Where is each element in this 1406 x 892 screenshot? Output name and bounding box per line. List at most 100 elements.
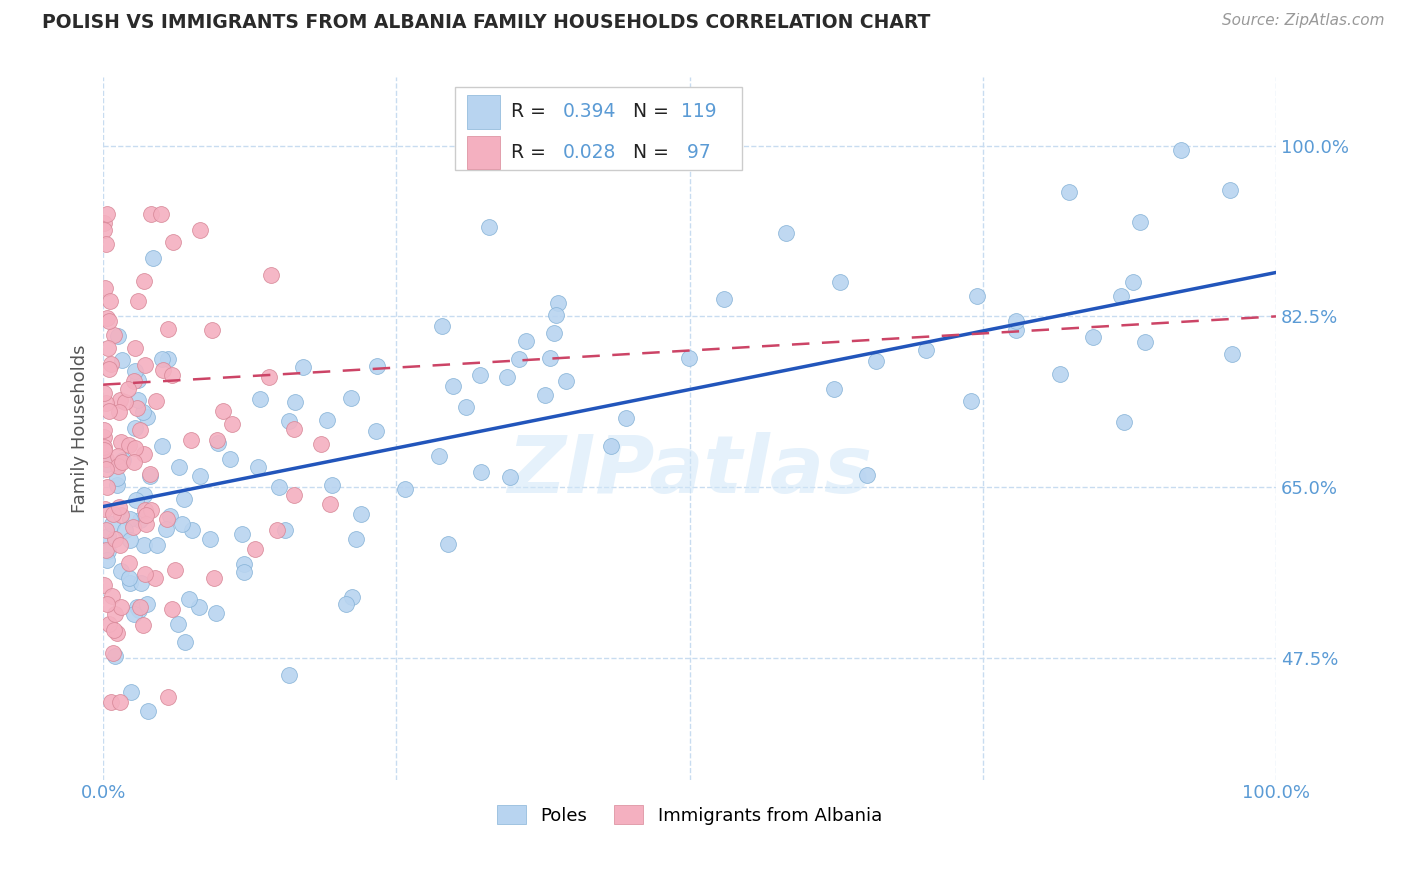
Point xyxy=(114,524,136,538)
Point xyxy=(427,449,450,463)
Point xyxy=(114,395,136,409)
Point xyxy=(249,392,271,407)
Point xyxy=(121,520,143,534)
Point xyxy=(499,469,522,483)
Point xyxy=(515,334,537,348)
Point xyxy=(96,544,118,558)
Text: 0.394: 0.394 xyxy=(562,103,616,121)
Point xyxy=(127,373,149,387)
Point xyxy=(340,391,363,405)
Text: N =: N = xyxy=(633,103,675,121)
Point xyxy=(118,556,141,570)
Point xyxy=(105,626,128,640)
Point xyxy=(139,467,162,482)
Point xyxy=(93,385,115,400)
Point xyxy=(131,404,153,418)
Point xyxy=(124,441,146,455)
Point xyxy=(284,394,307,409)
Point xyxy=(94,451,117,466)
Point xyxy=(555,374,578,388)
Point xyxy=(141,502,163,516)
Y-axis label: Family Households: Family Households xyxy=(72,344,89,513)
Point xyxy=(150,351,173,366)
Point xyxy=(316,412,339,426)
Point xyxy=(94,501,117,516)
Point xyxy=(172,516,194,531)
Point xyxy=(135,409,157,424)
Point xyxy=(180,434,202,448)
Point xyxy=(111,352,134,367)
Point xyxy=(394,482,416,496)
Point xyxy=(533,388,555,402)
Point xyxy=(134,447,156,461)
Point xyxy=(180,523,202,537)
Point xyxy=(131,618,153,632)
Point xyxy=(211,404,233,418)
Point xyxy=(118,511,141,525)
Point xyxy=(142,252,165,266)
Point xyxy=(344,533,367,547)
Bar xyxy=(467,136,499,169)
Point xyxy=(1133,334,1156,349)
Point xyxy=(132,488,155,502)
Point xyxy=(96,207,118,221)
Point xyxy=(139,469,162,483)
Point xyxy=(157,322,180,336)
Point xyxy=(134,503,156,517)
Point xyxy=(713,292,735,306)
Point xyxy=(155,522,177,536)
Point xyxy=(538,351,561,366)
Point xyxy=(283,488,305,502)
Point xyxy=(221,417,243,431)
Point xyxy=(188,468,211,483)
Point xyxy=(101,589,124,603)
Point xyxy=(93,216,115,230)
Point xyxy=(1057,185,1080,199)
Point xyxy=(173,635,195,649)
Text: POLISH VS IMMIGRANTS FROM ALBANIA FAMILY HOUSEHOLDS CORRELATION CHART: POLISH VS IMMIGRANTS FROM ALBANIA FAMILY… xyxy=(42,13,931,32)
Point xyxy=(321,478,343,492)
Point xyxy=(188,223,211,237)
Point xyxy=(267,480,290,494)
Point xyxy=(166,617,188,632)
Point xyxy=(97,529,120,543)
Point xyxy=(198,532,221,546)
Point xyxy=(1220,347,1243,361)
Text: Source: ZipAtlas.com: Source: ZipAtlas.com xyxy=(1222,13,1385,29)
Point xyxy=(108,392,131,407)
Point xyxy=(128,603,150,617)
Point xyxy=(104,648,127,663)
Point xyxy=(96,311,118,326)
Point xyxy=(259,268,281,283)
Point xyxy=(107,329,129,343)
Point xyxy=(283,422,305,436)
Point xyxy=(103,624,125,638)
Point xyxy=(100,357,122,371)
Point xyxy=(207,435,229,450)
Text: 0.028: 0.028 xyxy=(562,143,616,162)
Point xyxy=(98,361,121,376)
Point xyxy=(145,393,167,408)
Point xyxy=(122,455,145,469)
Point xyxy=(243,542,266,557)
Point xyxy=(101,507,124,521)
Point xyxy=(125,599,148,614)
Point xyxy=(828,275,851,289)
Text: R =: R = xyxy=(512,103,553,121)
Point xyxy=(1004,323,1026,337)
Point xyxy=(93,423,115,437)
Point xyxy=(97,617,120,632)
Point xyxy=(335,598,357,612)
Point xyxy=(124,607,146,621)
Point xyxy=(132,274,155,288)
Text: N =: N = xyxy=(633,143,675,162)
Point xyxy=(100,516,122,531)
Point xyxy=(470,465,492,479)
Point xyxy=(960,394,983,409)
Point xyxy=(218,451,240,466)
Point xyxy=(600,439,623,453)
Point xyxy=(1170,144,1192,158)
Point xyxy=(103,327,125,342)
Point xyxy=(110,564,132,578)
Point xyxy=(1083,330,1105,344)
